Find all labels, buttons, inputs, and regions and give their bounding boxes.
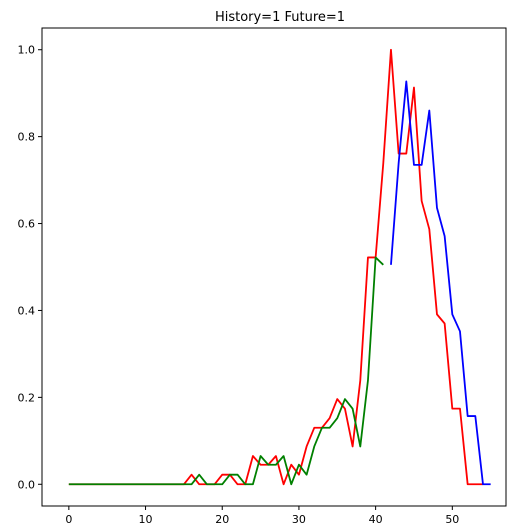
x-tick-label: 10 [139, 513, 153, 526]
x-tick-label: 20 [215, 513, 229, 526]
y-tick-label: 0.8 [18, 131, 36, 144]
x-tick-label: 50 [445, 513, 459, 526]
y-tick-label: 0.4 [18, 304, 36, 317]
y-tick-label: 1.0 [18, 44, 36, 57]
y-tick-label: 0.0 [18, 478, 36, 491]
y-tick-label: 0.6 [18, 218, 36, 231]
x-tick-label: 30 [292, 513, 306, 526]
y-tick-label: 0.2 [18, 391, 36, 404]
chart-title: History=1 Future=1 [215, 10, 345, 25]
x-tick-label: 0 [65, 513, 72, 526]
x-tick-label: 40 [369, 513, 383, 526]
